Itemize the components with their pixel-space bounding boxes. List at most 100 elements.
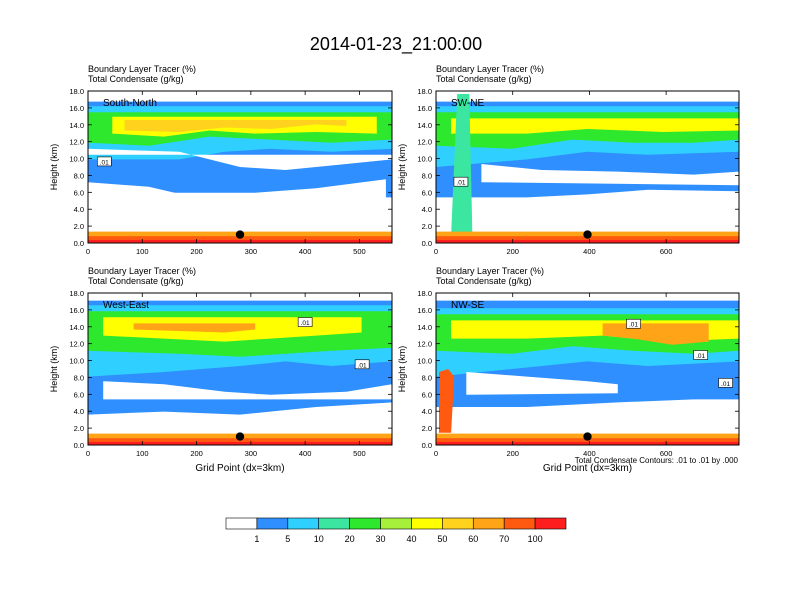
y-tick-label: 16.0	[417, 104, 432, 113]
clear-region	[103, 179, 386, 228]
contour-label-box	[96, 156, 112, 167]
y-tick-label: 18.0	[69, 289, 84, 298]
tracer-field	[88, 91, 392, 243]
colorbar-label: 10	[314, 534, 324, 544]
y-tick-label: 4.0	[422, 205, 432, 214]
clear-region	[472, 203, 724, 236]
clear-region	[103, 381, 392, 400]
contour-label-box	[453, 176, 469, 187]
clear-region	[481, 164, 739, 186]
x-tick-label: 300	[245, 247, 258, 256]
panel-title: SW-NE	[451, 98, 484, 109]
contour-label: .01	[721, 381, 730, 388]
y-tick-label: 0.0	[74, 239, 84, 248]
contour-label-box	[354, 359, 370, 370]
boundary-layer-band	[436, 239, 739, 243]
location-marker	[583, 230, 592, 239]
x-tick-label: 500	[353, 449, 366, 458]
x-tick-label: 0	[86, 247, 90, 256]
x-tick-label: 300	[245, 449, 258, 458]
contour-label: .01	[456, 180, 465, 187]
contour-label-box	[693, 350, 708, 360]
y-tick-label: 14.0	[69, 121, 84, 130]
y-tick-label: 12.0	[417, 138, 432, 147]
y-tick-label: 14.0	[417, 323, 432, 332]
x-tick-label: 100	[136, 449, 149, 458]
y-axis-label: Height (km)	[49, 144, 59, 191]
colorbar-swatch	[318, 517, 350, 530]
field-band	[124, 119, 347, 132]
panel-1: Boundary Layer Tracer (%)Total Condensat…	[49, 64, 393, 256]
y-tick-label: 10.0	[417, 357, 432, 366]
colorbar-swatch	[287, 517, 320, 530]
contour-label: .01	[696, 353, 705, 360]
tracer-field	[436, 91, 739, 243]
contour-label-box	[718, 378, 733, 388]
panel-title: NW-SE	[451, 300, 484, 311]
y-tick-label: 18.0	[417, 289, 432, 298]
y-tick-label: 6.0	[422, 390, 432, 399]
boundary-layer-band	[88, 236, 392, 243]
panel-subtitle: Total Condensate (g/kg)	[88, 276, 184, 286]
y-tick-label: 8.0	[74, 373, 84, 382]
location-marker	[235, 432, 245, 441]
y-tick-label: 4.0	[422, 407, 432, 416]
plot-frame	[87, 292, 393, 446]
y-tick-label: 6.0	[74, 188, 84, 197]
y-tick-label: 12.0	[69, 340, 84, 349]
colorbar-label: 70	[499, 534, 509, 544]
plot-frame	[435, 90, 740, 244]
y-tick-label: 0.0	[74, 441, 84, 450]
boundary-layer-band	[436, 441, 739, 445]
x-tick-label: 400	[299, 247, 312, 256]
colorbar-label: 50	[437, 534, 447, 544]
x-tick-label: 400	[299, 449, 312, 458]
x-tick-label: 500	[353, 247, 366, 256]
y-axis-label: Height (km)	[397, 144, 407, 191]
colorbar-swatch	[349, 517, 381, 530]
panel-subtitle: Boundary Layer Tracer (%)	[436, 64, 544, 74]
panel-2: Boundary Layer Tracer (%)Total Condensat…	[397, 64, 740, 256]
panel-title: West-East	[103, 300, 149, 311]
panel-subtitle: Boundary Layer Tracer (%)	[88, 64, 196, 74]
colorbar-swatch	[411, 517, 443, 530]
colorbar-label: 30	[376, 534, 386, 544]
y-tick-label: 10.0	[69, 357, 84, 366]
y-tick-label: 2.0	[422, 222, 432, 231]
y-tick-label: 16.0	[69, 306, 84, 315]
x-tick-label: 600	[660, 247, 673, 256]
y-tick-label: 8.0	[422, 171, 432, 180]
y-tick-label: 8.0	[74, 171, 84, 180]
clear-region	[88, 411, 392, 436]
panel-subtitle: Total Condensate (g/kg)	[436, 276, 532, 286]
y-tick-label: 10.0	[69, 155, 84, 164]
y-tick-label: 16.0	[69, 104, 84, 113]
y-tick-label: 18.0	[417, 87, 432, 96]
colorbar-swatch	[503, 517, 536, 530]
colorbar-swatch	[256, 517, 289, 530]
x-tick-label: 200	[506, 247, 519, 256]
y-tick-label: 16.0	[417, 306, 432, 315]
plot-frame	[87, 90, 393, 244]
clear-region	[466, 372, 618, 395]
y-tick-label: 12.0	[417, 340, 432, 349]
plot-frame	[435, 292, 740, 446]
boundary-layer-band	[88, 239, 392, 243]
panel-subtitle: Boundary Layer Tracer (%)	[436, 266, 544, 276]
colorbar-swatch	[380, 517, 412, 530]
x-tick-label: 200	[190, 449, 203, 458]
contour-label: .01	[100, 159, 109, 166]
colorbar-label: 5	[285, 534, 290, 544]
colorbar: 1 5 10 20 30 40 50 60 70 100	[225, 517, 567, 544]
x-tick-label: 400	[583, 247, 596, 256]
boundary-layer-band	[88, 438, 392, 445]
y-tick-label: 8.0	[422, 373, 432, 382]
tracer-field	[436, 293, 739, 445]
panel-4: Boundary Layer Tracer (%)Total Condensat…	[397, 266, 740, 474]
panel-title: South-North	[103, 98, 157, 109]
panel-subtitle: Total Condensate (g/kg)	[436, 74, 532, 84]
contour-footnote: Total Condensate Contours: .01 to .01 by…	[575, 456, 739, 465]
y-tick-label: 4.0	[74, 407, 84, 416]
field-band	[451, 118, 739, 134]
